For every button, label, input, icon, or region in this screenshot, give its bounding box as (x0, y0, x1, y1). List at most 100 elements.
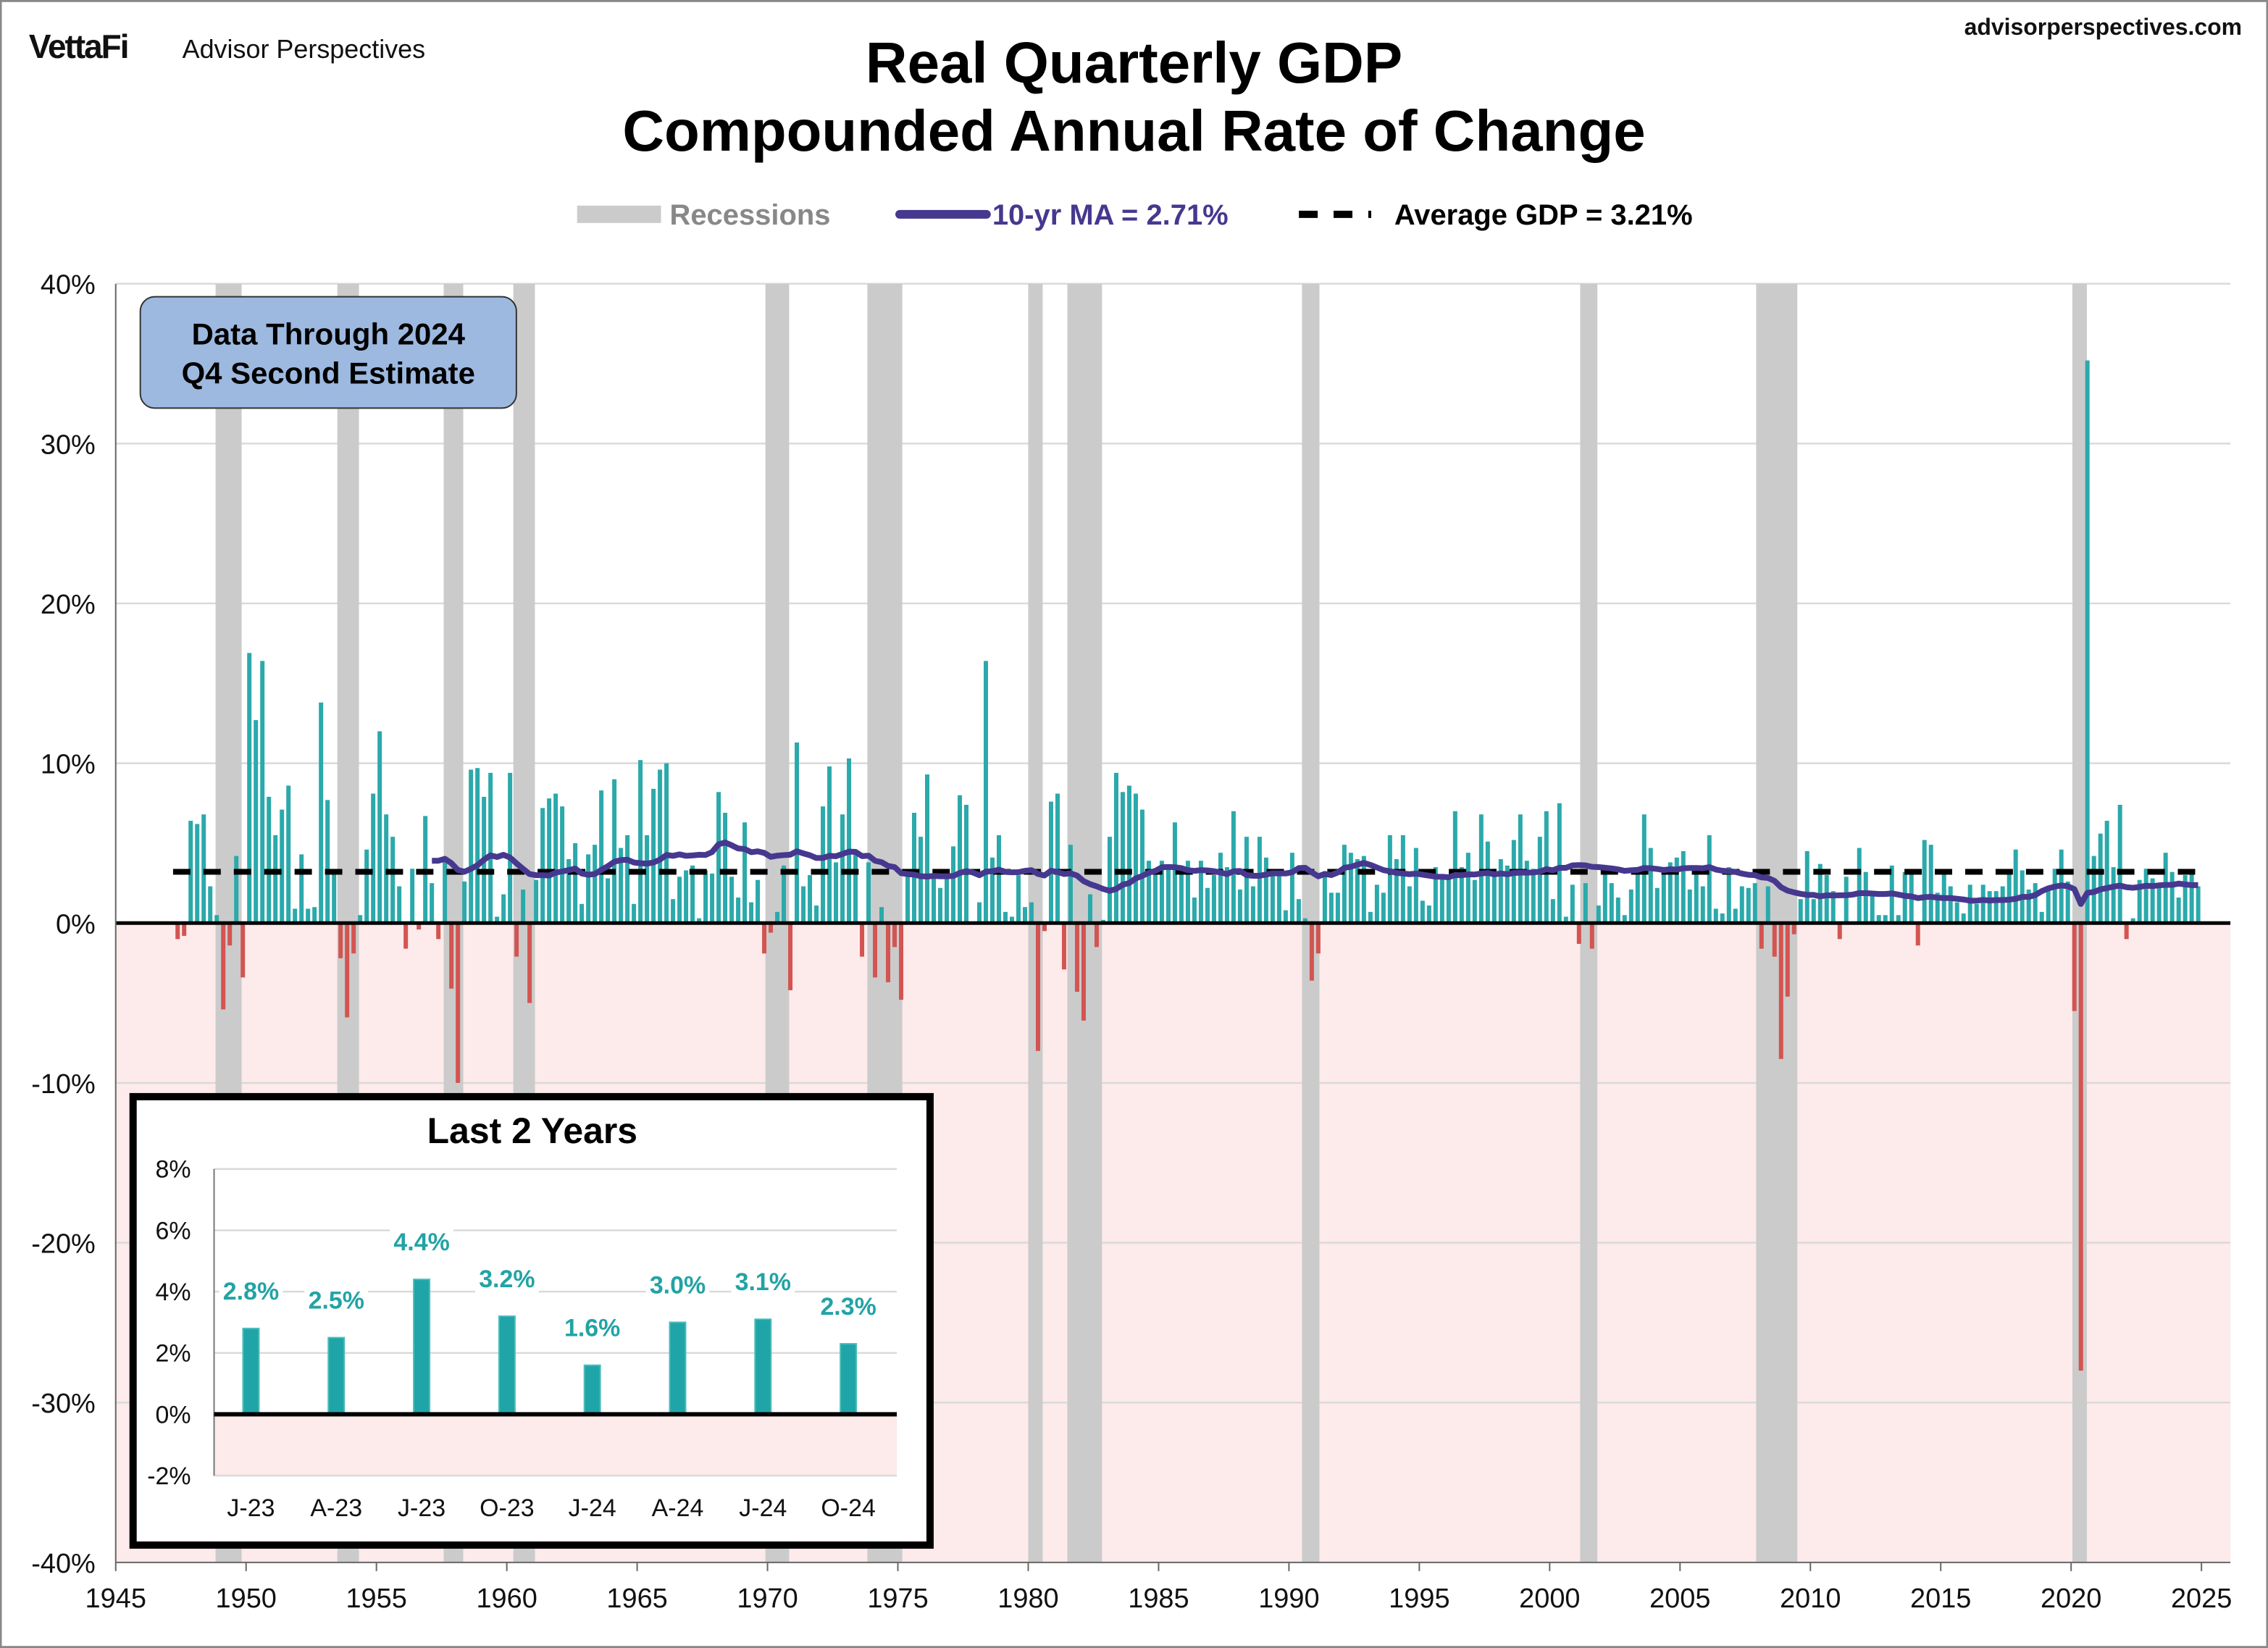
gdp-bar (1609, 883, 1614, 924)
gdp-bar (260, 661, 265, 924)
gdp-bar (1146, 861, 1151, 924)
gdp-bar (2033, 883, 2038, 924)
gdp-bar (1061, 923, 1066, 970)
y-tick-label: -40% (31, 1549, 96, 1579)
gdp-bar (1870, 895, 1875, 924)
gdp-bar (234, 856, 239, 924)
inset-bar (242, 1327, 260, 1415)
gdp-bar (1107, 837, 1112, 924)
y-tick-label: 30% (41, 430, 96, 460)
gdp-bar (1179, 873, 1184, 924)
gdp-bar (1113, 772, 1118, 924)
gdp-bar (723, 813, 728, 924)
inset-data-label: 3.0% (650, 1271, 706, 1299)
gdp-bar (221, 923, 226, 1010)
gdp-bar (332, 873, 337, 924)
inset-frame (129, 1092, 934, 1549)
inset-x-tick-label: A-23 (310, 1494, 362, 1522)
gdp-bar (1876, 915, 1881, 924)
gdp-bar (1139, 809, 1145, 924)
legend-recession-swatch (577, 205, 661, 223)
y-tick-label: 0% (56, 909, 96, 940)
gdp-bar (1003, 911, 1008, 924)
gdp-bar (1746, 887, 1751, 924)
gdp-bar (201, 814, 206, 924)
gdp-bar (1328, 892, 1334, 924)
gdp-bar (2143, 869, 2148, 924)
gdp-bar (1048, 801, 1053, 924)
gdp-bar (299, 854, 304, 924)
gdp-bar (1029, 902, 1034, 924)
gdp-bar (697, 918, 702, 924)
gdp-bar (1785, 923, 1790, 997)
legend-average-label: Average GDP = 3.21% (1394, 199, 1693, 231)
gdp-bar (2163, 853, 2168, 924)
gdp-bar (1713, 908, 1718, 924)
inset-y-tick-label: 6% (156, 1217, 191, 1245)
gdp-bar (2046, 887, 2051, 924)
gdp-bar (456, 923, 461, 1083)
gdp-bar (540, 808, 545, 924)
gdp-bar (808, 875, 813, 924)
gdp-bar (1257, 837, 1262, 924)
gdp-bar (1231, 811, 1236, 924)
gdp-bar (2169, 871, 2175, 924)
ten-year-ma-line (432, 840, 2198, 907)
gdp-bar (645, 835, 650, 924)
gdp-bar (905, 873, 911, 924)
gdp-bar (729, 877, 735, 924)
gdp-bar (2183, 875, 2188, 924)
gdp-bar (397, 886, 402, 924)
gdp-bar (1394, 859, 1399, 924)
gdp-bar (384, 814, 389, 924)
gdp-bar (814, 905, 819, 924)
inset-y-tick-label: 2% (156, 1340, 191, 1368)
gdp-bar (188, 821, 193, 924)
gdp-bar (860, 923, 865, 957)
gdp-bar (195, 824, 200, 924)
gdp-bar (1531, 869, 1536, 924)
gdp-bar (586, 854, 591, 924)
gdp-bar (664, 763, 669, 924)
gdp-bar (514, 923, 519, 957)
gdp-bar (1980, 884, 1985, 924)
gdp-bar (1081, 923, 1086, 1021)
gdp-bar (436, 923, 441, 940)
gdp-bar (1896, 915, 1901, 924)
gdp-bar (208, 886, 213, 924)
gdp-bar (1563, 916, 1568, 924)
x-tick-label: 2020 (2041, 1584, 2101, 1614)
gdp-bar (495, 916, 500, 924)
gdp-bar (273, 835, 278, 924)
inset-x-tick-label: J-24 (569, 1494, 616, 1522)
gdp-bar (756, 879, 761, 924)
gdp-bar (1152, 870, 1158, 924)
gdp-bar (1602, 869, 1607, 924)
inset-y-tick-label: 8% (156, 1156, 191, 1184)
gdp-bar (573, 842, 578, 924)
gdp-bar (312, 907, 317, 924)
gdp-bar (1491, 869, 1497, 924)
gdp-bar (508, 772, 513, 924)
inset-x-tick-label: J-24 (739, 1494, 787, 1522)
x-tick-label: 1960 (476, 1584, 537, 1614)
legend-ma-label: 10-yr MA = 2.71% (992, 199, 1229, 231)
gdp-bar (1570, 884, 1575, 924)
gdp-bar (1993, 891, 1999, 924)
gdp-bar (1733, 908, 1738, 924)
gdp-bar (2026, 889, 2031, 924)
gdp-bar (430, 883, 435, 924)
inset-negative-zone (214, 1414, 897, 1476)
gdp-bar (1720, 913, 1725, 924)
gdp-bar (1133, 793, 1138, 924)
gdp-bar (710, 873, 715, 924)
gdp-bar (1674, 857, 1679, 924)
gdp-bar (1172, 822, 1177, 924)
y-tick-label: -30% (31, 1389, 96, 1419)
gdp-bar (267, 796, 272, 924)
gdp-bar (1055, 793, 1060, 924)
gdp-bar (2130, 918, 2135, 924)
x-tick-label: 1965 (606, 1584, 667, 1614)
inset-label-bg (816, 1293, 881, 1326)
gdp-bar (377, 731, 382, 924)
